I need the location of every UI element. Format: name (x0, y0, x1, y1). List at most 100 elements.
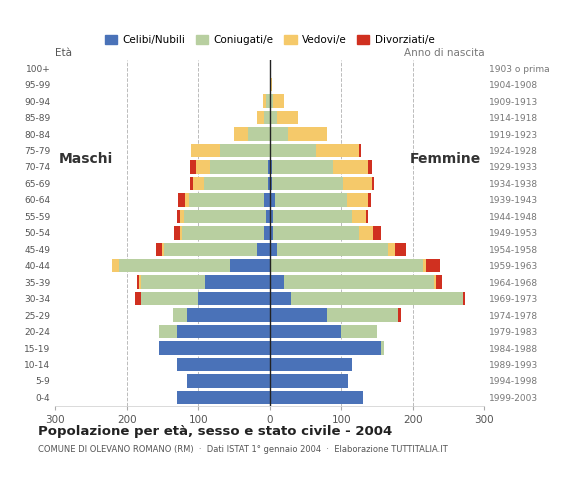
Bar (190, 177, 193, 190)
Bar (119, 259, 230, 273)
Bar (185, 193, 189, 206)
Bar (359, 226, 374, 240)
Bar (264, 193, 270, 206)
Bar (273, 226, 359, 240)
Bar (270, 78, 272, 91)
Bar (196, 160, 211, 174)
Bar (177, 325, 270, 338)
Bar (182, 226, 264, 240)
Bar (264, 226, 270, 240)
Bar (367, 210, 368, 223)
Bar (270, 160, 272, 174)
Bar (159, 341, 270, 355)
Bar (267, 160, 270, 174)
Bar (173, 308, 187, 322)
Bar (191, 144, 220, 157)
Bar (333, 160, 368, 174)
Bar (359, 144, 361, 157)
Bar (368, 193, 371, 206)
Bar (272, 177, 343, 190)
Bar (368, 160, 372, 174)
Bar (263, 95, 266, 108)
Bar (180, 226, 182, 240)
Text: COMUNE DI OLEVANO ROMANO (RM)  ·  Dati ISTAT 1° gennaio 2004  ·  Elaborazione TU: COMUNE DI OLEVANO ROMANO (RM) · Dati IST… (38, 445, 447, 455)
Bar (266, 210, 270, 223)
Bar (264, 111, 270, 124)
Bar (316, 144, 359, 157)
Bar (187, 308, 270, 322)
Bar (135, 292, 141, 305)
Bar (352, 210, 367, 223)
Bar (380, 341, 384, 355)
Bar (113, 259, 119, 273)
Bar (193, 177, 204, 190)
Bar (327, 308, 398, 322)
Bar (270, 111, 277, 124)
Bar (177, 391, 270, 404)
Bar (284, 276, 434, 289)
Bar (141, 292, 198, 305)
Bar (270, 292, 291, 305)
Bar (230, 259, 270, 273)
Bar (270, 276, 284, 289)
Bar (270, 391, 362, 404)
Bar (190, 160, 196, 174)
Legend: Celibi/Nubili, Coniugati/e, Vedovi/e, Divorziati/e: Celibi/Nubili, Coniugati/e, Vedovi/e, Di… (101, 31, 438, 49)
Bar (174, 226, 180, 240)
Bar (374, 226, 380, 240)
Bar (387, 242, 395, 256)
Bar (137, 276, 139, 289)
Bar (288, 127, 327, 141)
Bar (184, 210, 266, 223)
Text: Anno di nascita: Anno di nascita (404, 48, 484, 58)
Bar (372, 177, 374, 190)
Bar (276, 193, 347, 206)
Bar (270, 325, 341, 338)
Bar (270, 259, 423, 273)
Bar (164, 242, 257, 256)
Bar (434, 276, 436, 289)
Bar (436, 276, 442, 289)
Bar (270, 358, 352, 371)
Bar (269, 177, 270, 190)
Bar (270, 374, 349, 388)
Bar (347, 193, 368, 206)
Bar (178, 193, 185, 206)
Bar (205, 276, 270, 289)
Bar (270, 341, 380, 355)
Text: Maschi: Maschi (59, 152, 113, 166)
Bar (272, 160, 333, 174)
Bar (266, 95, 270, 108)
Bar (162, 242, 164, 256)
Text: Femmine: Femmine (409, 152, 481, 166)
Text: Età: Età (55, 48, 72, 58)
Bar (180, 210, 184, 223)
Bar (277, 111, 298, 124)
Bar (426, 259, 440, 273)
Bar (234, 127, 248, 141)
Bar (343, 177, 372, 190)
Bar (277, 242, 387, 256)
Bar (270, 144, 316, 157)
Bar (177, 210, 180, 223)
Bar (395, 242, 405, 256)
Bar (270, 177, 272, 190)
Bar (211, 160, 267, 174)
Bar (463, 292, 465, 305)
Bar (270, 193, 275, 206)
Bar (187, 374, 270, 388)
Bar (270, 226, 273, 240)
Bar (341, 325, 377, 338)
Bar (270, 95, 273, 108)
Bar (423, 259, 426, 273)
Bar (139, 276, 141, 289)
Bar (270, 210, 273, 223)
Bar (220, 144, 270, 157)
Bar (270, 127, 288, 141)
Bar (159, 325, 177, 338)
Bar (273, 210, 352, 223)
Bar (291, 292, 463, 305)
Bar (189, 193, 264, 206)
Bar (273, 95, 284, 108)
Bar (257, 242, 270, 256)
